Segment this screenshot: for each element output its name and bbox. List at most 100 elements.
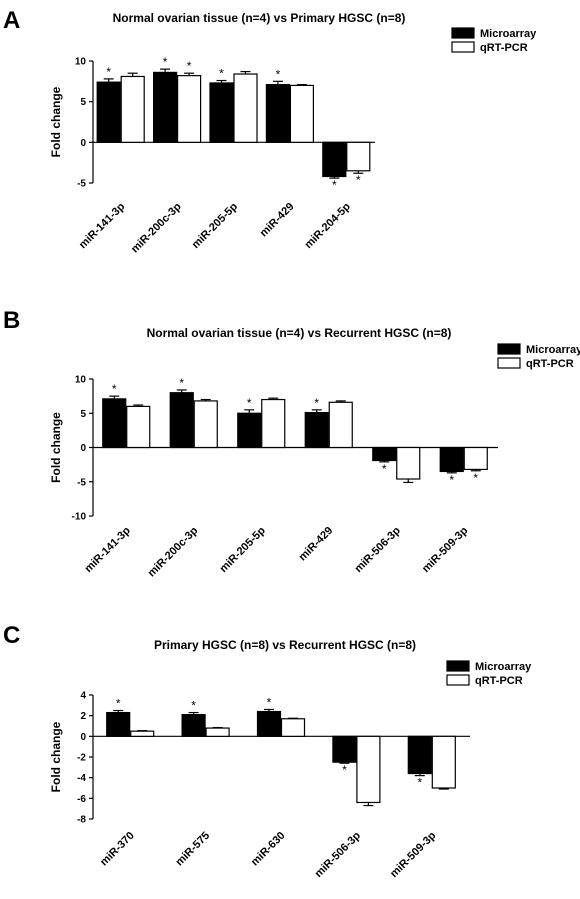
panel-letter: C — [3, 622, 20, 649]
y-axis-label: Fold change — [49, 721, 63, 792]
legend-swatch-microarray — [497, 343, 521, 355]
bar-microarray — [304, 411, 329, 449]
significance-star: * — [276, 67, 281, 81]
y-tick-label: 10 — [75, 375, 87, 386]
x-tick-label: miR-509-3p — [388, 829, 439, 880]
panel-a: A Normal ovarian tissue (n=4) vs Primary … — [0, 0, 580, 300]
bar-microarray — [332, 735, 357, 763]
x-tick-label: miR-200c-3p — [129, 200, 184, 255]
bar-qrtpcr — [289, 84, 314, 143]
y-tick-label: 2 — [80, 711, 86, 722]
significance-star: * — [112, 382, 117, 396]
x-tick-label: miR-630 — [249, 830, 288, 869]
x-tick-label: miR-429 — [258, 201, 297, 240]
x-tick-label: miR-506-3p — [352, 524, 403, 575]
bar-microarray — [256, 710, 282, 737]
significance-star: * — [382, 462, 387, 476]
chart-title: Primary HGSC (n=8) vs Recurrent HGSC (n=… — [154, 638, 416, 652]
significance-star: * — [332, 178, 337, 192]
significance-star: * — [314, 396, 319, 410]
bar-microarray — [106, 711, 131, 737]
y-tick-label: -10 — [72, 512, 87, 523]
bar-qrtpcr — [356, 735, 381, 804]
bar-qrtpcr — [120, 75, 145, 143]
significance-star: * — [356, 173, 361, 187]
significance-star: * — [449, 473, 454, 487]
bar-qrtpcr — [126, 405, 151, 449]
significance-star: * — [116, 697, 121, 711]
bar-microarray — [153, 71, 178, 143]
y-tick-label: 10 — [75, 57, 87, 68]
bar-microarray — [96, 81, 121, 143]
legend-label: Microarray — [480, 28, 537, 40]
bar-microarray — [181, 714, 206, 737]
bar-microarray — [209, 82, 234, 143]
significance-star: * — [163, 55, 168, 69]
legend-swatch-microarray — [446, 660, 470, 672]
legend-label: Microarray — [526, 344, 580, 356]
significance-star: * — [187, 59, 192, 73]
bar-microarray — [237, 412, 262, 449]
significance-star: * — [179, 376, 184, 390]
legend-label: qRT-PCR — [475, 675, 523, 687]
panel-letter: B — [3, 307, 20, 334]
bar-qrtpcr — [233, 73, 258, 143]
significance-star: * — [473, 471, 478, 485]
x-tick-label: miR-506-3p — [313, 829, 364, 880]
bar-qrtpcr — [463, 446, 488, 471]
significance-star: * — [106, 65, 111, 79]
x-tick-label: miR-141-3p — [82, 524, 133, 575]
bar-qrtpcr — [346, 141, 371, 172]
bar-qrtpcr — [431, 735, 456, 789]
chart-panel-a: A Normal ovarian tissue (n=4) vs Primary … — [3, 7, 537, 255]
x-tick-label: miR-141-3p — [77, 200, 128, 251]
chart-title: Normal ovarian tissue (n=4) vs Primary H… — [113, 11, 406, 25]
bar-qrtpcr — [205, 727, 230, 737]
bar-qrtpcr — [328, 401, 353, 449]
bar-qrtpcr — [280, 718, 306, 737]
legend-swatch-qrtpcr — [451, 41, 475, 53]
panel-c: C Primary HGSC (n=8) vs Recurrent HGSC (n… — [0, 615, 580, 894]
y-tick-label: -8 — [77, 815, 86, 826]
legend-swatch-qrtpcr — [446, 674, 470, 686]
x-tick-label: miR-205-5p — [190, 200, 241, 251]
legend-swatch-qrtpcr — [497, 357, 521, 369]
bar-qrtpcr — [396, 446, 421, 480]
bar-microarray — [372, 446, 397, 462]
significance-star: * — [247, 396, 252, 410]
x-tick-label: miR-575 — [173, 830, 212, 869]
significance-star: * — [417, 776, 422, 790]
chart-title: Normal ovarian tissue (n=4) vs Recurrent… — [147, 326, 452, 340]
chart-panel-b: B Normal ovarian tissue (n=4) vs Recurren… — [3, 307, 580, 579]
x-tick-label: miR-370 — [98, 830, 137, 869]
significance-star: * — [219, 67, 224, 81]
panel-letter: A — [3, 7, 20, 34]
bar-qrtpcr — [193, 400, 218, 449]
significance-star: * — [342, 763, 347, 777]
bar-qrtpcr — [130, 730, 155, 737]
y-tick-label: 0 — [80, 732, 86, 743]
bar-microarray — [265, 83, 290, 143]
chart-panel-c: C Primary HGSC (n=8) vs Recurrent HGSC (n… — [3, 622, 532, 880]
y-tick-label: 4 — [80, 691, 86, 702]
significance-star: * — [191, 699, 196, 713]
y-tick-label: -6 — [77, 794, 86, 805]
y-tick-label: -5 — [77, 179, 86, 190]
bar-microarray — [322, 141, 347, 178]
x-tick-label: miR-429 — [297, 525, 336, 564]
y-tick-label: -4 — [77, 773, 86, 784]
y-tick-label: -5 — [77, 477, 86, 488]
bar-qrtpcr — [261, 398, 286, 449]
bar-qrtpcr — [177, 75, 202, 143]
legend-label: qRT-PCR — [480, 42, 528, 54]
bar-microarray — [407, 735, 432, 775]
legend-label: qRT-PCR — [526, 358, 574, 370]
bar-microarray — [169, 392, 194, 449]
legend-swatch-microarray — [451, 27, 475, 39]
y-axis-label: Fold change — [49, 86, 63, 157]
y-tick-label: -2 — [77, 753, 86, 764]
bar-microarray — [439, 446, 464, 473]
y-tick-label: 0 — [80, 138, 86, 149]
x-tick-label: miR-205-5p — [217, 524, 268, 575]
y-tick-label: 0 — [80, 443, 86, 454]
